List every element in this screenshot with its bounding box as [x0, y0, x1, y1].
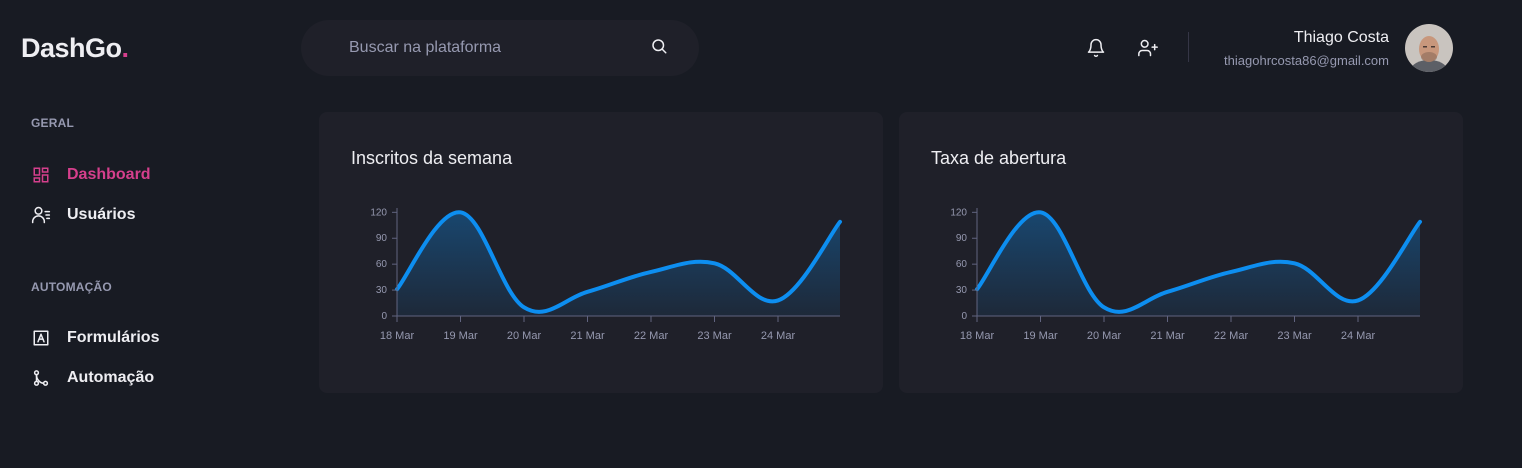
user-name: Thiago Costa: [1293, 29, 1389, 46]
card-title: Inscritos da semana: [351, 148, 513, 168]
dashboard-icon: [31, 165, 51, 185]
user-email: thiagohrcosta86@gmail.com: [1224, 53, 1389, 68]
y-tick-label: 0: [381, 311, 387, 322]
x-tick-label: 18 Mar: [960, 330, 995, 342]
x-tick-label: 20 Mar: [507, 330, 542, 342]
search-input[interactable]: [349, 38, 629, 58]
x-tick-label: 22 Mar: [634, 330, 669, 342]
x-tick-label: 22 Mar: [1214, 330, 1249, 342]
header-divider: [1188, 32, 1189, 62]
sidebar-item-label: Formulários: [67, 329, 160, 346]
logo-text: DashGo: [21, 33, 122, 63]
avatar[interactable]: [1405, 24, 1453, 72]
y-tick-label: 30: [376, 285, 388, 296]
sidebar-item-automacao[interactable]: Automação: [31, 368, 154, 388]
series-line: [975, 210, 1422, 314]
y-tick-label: 30: [956, 285, 968, 296]
x-tick-label: 24 Mar: [1341, 330, 1376, 342]
search-bar: [301, 20, 699, 76]
area-chart: 0 30 60 90 120 18 Mar 19 Mar 20 Mar 21 Mar 22 Mar…: [950, 207, 1422, 342]
chart-card-inscritos: Inscritos da semana 0 30 60 90 120 18 Mar 19 M…: [319, 112, 883, 393]
x-tick-label: 23 Mar: [1277, 330, 1312, 342]
x-tick-label: 20 Mar: [1087, 330, 1122, 342]
card-title: Taxa de abertura: [931, 148, 1067, 168]
y-tick-label: 60: [376, 259, 388, 270]
x-tick-label: 24 Mar: [761, 330, 796, 342]
series-line: [395, 210, 842, 314]
x-tick-label: 18 Mar: [380, 330, 415, 342]
chart-card-taxa-abertura: Taxa de abertura 0 30 60 90 120 18 Mar 19 Mar 2…: [899, 112, 1463, 393]
bell-icon[interactable]: [1086, 38, 1106, 58]
form-icon: [31, 328, 51, 348]
git-merge-icon: [31, 368, 51, 388]
sidebar-item-label: Automação: [67, 369, 155, 386]
x-tick-label: 21 Mar: [1150, 330, 1185, 342]
y-tick-label: 0: [961, 311, 967, 322]
sidebar-item-label: Dashboard: [67, 166, 151, 183]
sidebar-section-automacao: AUTOMAÇÃO: [31, 280, 112, 294]
sidebar-item-dashboard[interactable]: Dashboard: [31, 165, 151, 185]
x-tick-label: 21 Mar: [570, 330, 605, 342]
user-add-icon[interactable]: [1138, 38, 1158, 58]
y-tick-label: 90: [376, 233, 388, 244]
x-tick-label: 19 Mar: [443, 330, 478, 342]
sidebar-item-formularios[interactable]: Formulários: [31, 328, 159, 348]
y-tick-label: 90: [956, 233, 968, 244]
logo-dot: .: [121, 33, 130, 63]
search-icon[interactable]: [650, 37, 668, 55]
y-tick-label: 120: [950, 207, 967, 218]
users-icon: [31, 205, 51, 225]
app-logo[interactable]: DashGo.: [21, 33, 129, 64]
x-tick-label: 19 Mar: [1023, 330, 1058, 342]
area-chart: 0 30 60 90 120 18 Mar 19 Mar 20 Mar 21 Mar 22 Mar…: [370, 207, 842, 342]
x-tick-label: 23 Mar: [697, 330, 732, 342]
sidebar-item-usuarios[interactable]: Usuários: [31, 205, 135, 225]
y-tick-label: 60: [956, 259, 968, 270]
sidebar-item-label: Usuários: [67, 206, 136, 223]
sidebar-section-geral: GERAL: [31, 116, 74, 130]
y-tick-label: 120: [370, 207, 387, 218]
